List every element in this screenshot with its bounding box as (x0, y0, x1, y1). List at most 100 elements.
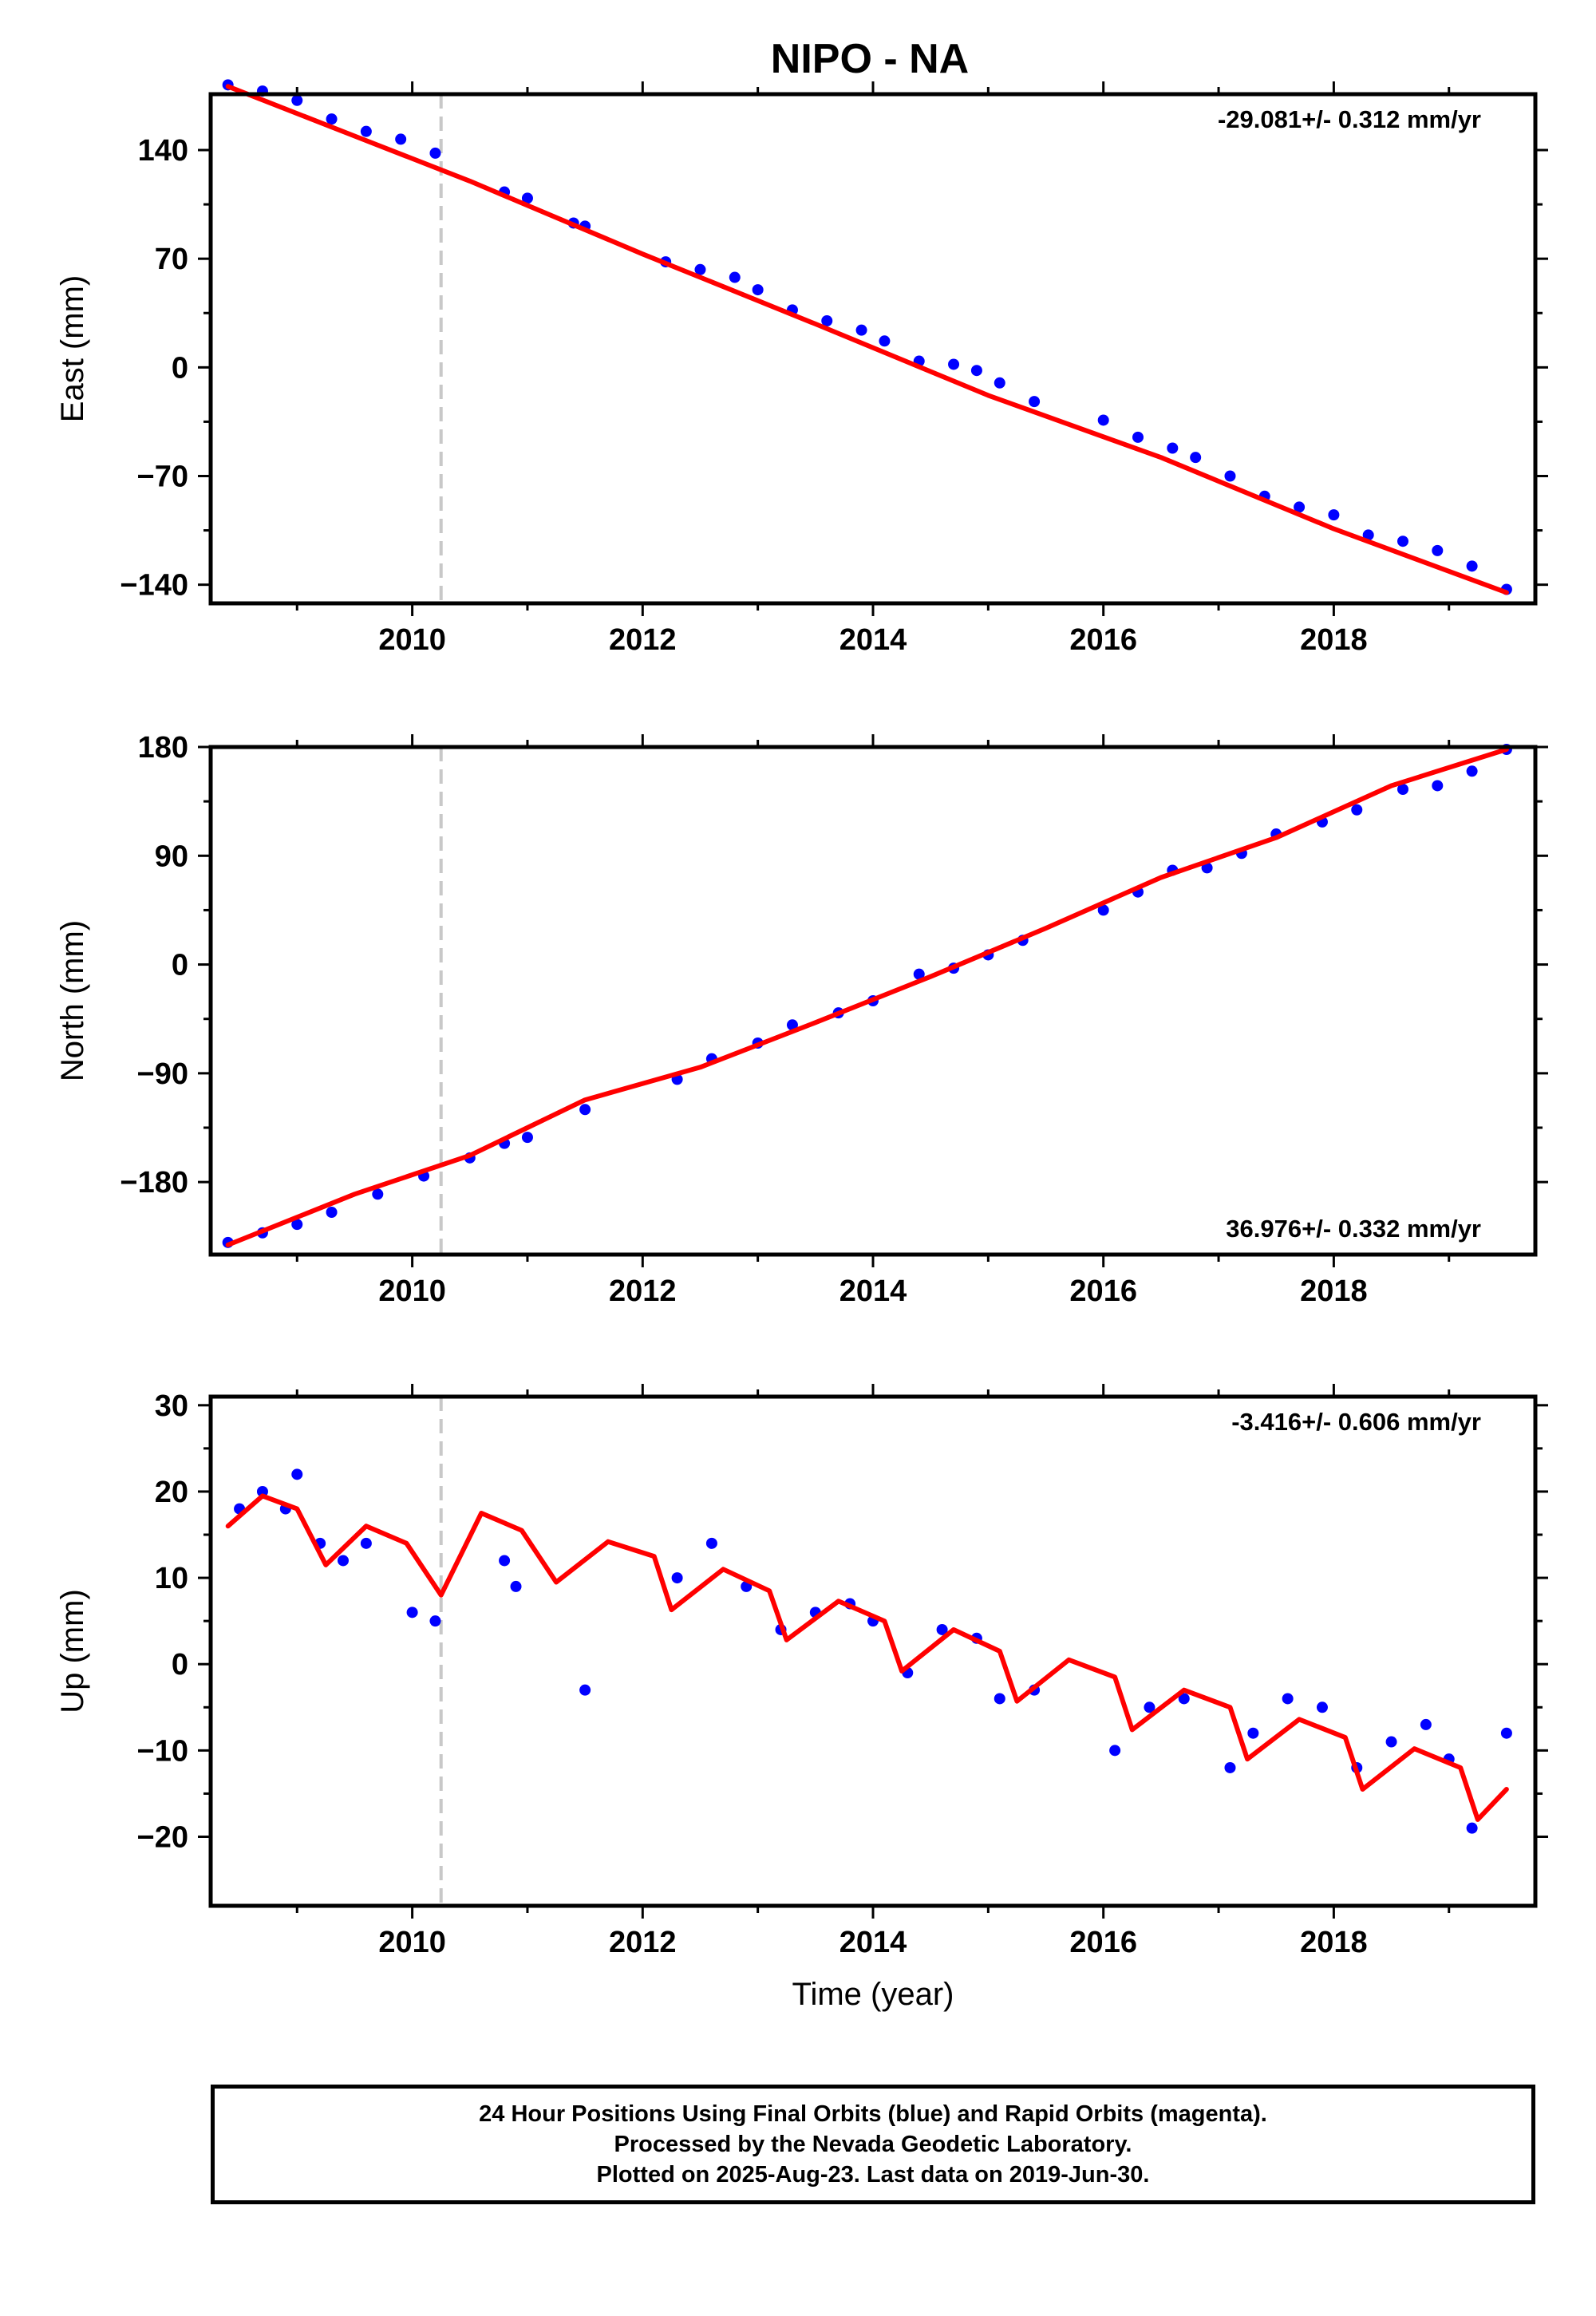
x-tick-label: 2016 (1069, 1275, 1137, 1308)
data-point (1224, 1761, 1236, 1773)
data-point (1328, 509, 1340, 521)
data-point (994, 377, 1005, 389)
trend-line (225, 1493, 1509, 1822)
data-point (406, 1607, 418, 1618)
x-tick-label: 2018 (1300, 1275, 1368, 1308)
data-point (1144, 1701, 1156, 1713)
chart-title: NIPO - NA (770, 36, 970, 82)
data-point (1385, 1736, 1397, 1748)
data-point (855, 324, 867, 336)
y-tick-label: −10 (137, 1734, 188, 1768)
data-point (1190, 452, 1202, 464)
data-point (1201, 862, 1213, 874)
data-point (1432, 780, 1444, 792)
panel-2: 2010 2012 2014 2016 2018 −180 −90 0 90 180 North (… (55, 731, 1548, 1308)
x-tick-label: 2016 (1069, 1926, 1137, 1959)
data-point (879, 335, 891, 347)
data-point (291, 1468, 303, 1480)
data-point (752, 284, 764, 296)
plot-frame (208, 1394, 1538, 1908)
data-point (291, 94, 303, 106)
x-tick-label: 2010 (378, 1275, 446, 1308)
footer-line-1: 24 Hour Positions Using Final Orbits (bl… (479, 2101, 1267, 2127)
data-point (786, 1019, 798, 1031)
data-point (1167, 442, 1179, 454)
data-point (821, 314, 833, 326)
data-point (429, 1615, 441, 1627)
y-tick-label: 0 (172, 949, 188, 982)
panel-1: 2010 2012 2014 2016 2018 −140 −70 0 70 140 East (m… (55, 79, 1548, 657)
data-point (291, 1219, 303, 1231)
data-point (1362, 529, 1374, 541)
data-point (372, 1188, 384, 1200)
trend-line (225, 84, 1509, 595)
data-point (936, 1623, 948, 1635)
y-tick-label: 10 (155, 1562, 188, 1595)
x-tick-label: 2010 (378, 623, 446, 657)
data-point (1109, 1745, 1121, 1757)
footer-line-2: Processed by the Nevada Geodetic Laborat… (614, 2132, 1132, 2157)
y-axis-label: Up (mm) (55, 1589, 90, 1713)
y-tick-label: 140 (138, 134, 188, 168)
y-tick-label: 0 (172, 1648, 188, 1682)
data-point (510, 1580, 522, 1592)
rate-label: 36.976+/- 0.332 mm/yr (1226, 1215, 1481, 1243)
y-tick-label: 30 (155, 1389, 188, 1423)
x-tick-label: 2016 (1069, 623, 1137, 657)
data-point (338, 1555, 349, 1567)
x-tick-label: 2018 (1300, 623, 1368, 657)
data-point (1351, 804, 1363, 816)
data-point (1466, 765, 1478, 777)
x-tick-label: 2018 (1300, 1926, 1368, 1959)
data-point (429, 147, 441, 159)
y-tick-label: 180 (138, 731, 188, 765)
x-tick-label: 2014 (839, 623, 907, 657)
data-point (256, 1485, 268, 1497)
rate-label: -3.416+/- 0.606 mm/yr (1231, 1408, 1481, 1436)
data-point (948, 358, 960, 370)
data-point (326, 113, 338, 125)
y-tick-label: 70 (155, 243, 188, 276)
data-point (729, 271, 741, 283)
trend-line (225, 747, 1509, 1247)
y-tick-label: 90 (155, 840, 188, 873)
y-axis-label: East (mm) (55, 275, 90, 422)
x-tick-label: 2010 (378, 1926, 446, 1959)
data-point (360, 1537, 372, 1549)
y-axis-label: North (mm) (55, 920, 90, 1081)
data-point (326, 1207, 338, 1218)
data-point (705, 1537, 717, 1549)
data-point (1247, 1727, 1259, 1739)
data-point (395, 133, 407, 145)
data-point (579, 1104, 591, 1116)
y-tick-label: −180 (120, 1166, 188, 1199)
data-point (694, 263, 706, 275)
data-point (521, 1132, 533, 1144)
panel-3: 2010 2012 2014 2016 2018 −20 −10 0 10 20 30 Up (mm)… (55, 1384, 1548, 2012)
data-point (1097, 904, 1109, 916)
data-point (970, 365, 982, 377)
y-tick-label: −70 (137, 460, 188, 494)
y-tick-label: −140 (120, 569, 188, 603)
x-tick-label: 2012 (609, 1275, 677, 1308)
x-axis-label: Time (year) (792, 1977, 954, 2012)
x-tick-label: 2012 (609, 623, 677, 657)
rate-label: -29.081+/- 0.312 mm/yr (1218, 105, 1481, 133)
data-point (1029, 396, 1041, 408)
data-point (671, 1572, 683, 1584)
data-point (521, 192, 533, 204)
data-point (1316, 1701, 1328, 1713)
data-point (1178, 1693, 1190, 1705)
x-tick-label: 2012 (609, 1926, 677, 1959)
data-point (994, 1693, 1005, 1705)
data-point (1500, 1727, 1512, 1739)
data-point (1420, 1718, 1432, 1730)
data-point (1466, 1822, 1478, 1834)
data-point (913, 968, 925, 980)
data-point (1097, 414, 1109, 426)
data-point (1224, 470, 1236, 482)
x-tick-label: 2014 (839, 1275, 907, 1308)
x-tick-label: 2014 (839, 1926, 907, 1959)
data-point (1132, 431, 1144, 443)
data-point (1466, 560, 1478, 572)
